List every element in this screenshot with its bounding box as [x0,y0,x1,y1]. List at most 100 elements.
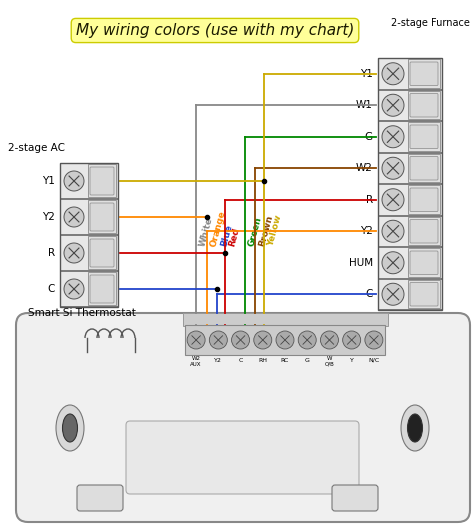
Text: AUX: AUX [191,362,202,367]
Circle shape [320,331,338,349]
Bar [378,184,442,214]
Bar [378,153,442,183]
Bar [88,272,116,305]
FancyBboxPatch shape [77,485,123,511]
Text: Smart Si Thermostat: Smart Si Thermostat [28,308,136,318]
FancyBboxPatch shape [410,93,438,117]
Circle shape [382,126,404,148]
FancyBboxPatch shape [16,313,470,522]
Ellipse shape [401,405,429,451]
Circle shape [365,331,383,349]
Bar [378,247,442,278]
Text: Y: Y [350,358,354,363]
Circle shape [232,331,249,349]
Ellipse shape [56,405,84,451]
Bar [60,199,118,234]
FancyBboxPatch shape [332,485,378,511]
Circle shape [382,252,404,274]
FancyBboxPatch shape [90,167,114,195]
Text: W1: W1 [356,100,373,110]
Text: My wiring colors (use with my chart): My wiring colors (use with my chart) [76,23,354,38]
Text: Y2: Y2 [360,227,373,236]
Circle shape [187,331,205,349]
Circle shape [64,279,84,299]
Text: C: C [238,358,243,363]
Circle shape [64,171,84,191]
Bar [60,235,118,270]
Circle shape [382,220,404,242]
FancyBboxPatch shape [90,275,114,303]
Text: Orange: Orange [209,210,228,248]
Text: Y1: Y1 [360,69,373,79]
Circle shape [382,95,404,116]
Bar [408,90,440,119]
Text: R: R [48,248,55,258]
Text: RH: RH [258,358,267,363]
Circle shape [343,331,361,349]
Text: N/C: N/C [368,358,380,363]
Bar [60,163,118,307]
FancyBboxPatch shape [90,203,114,231]
Circle shape [210,331,228,349]
Text: C: C [47,284,55,294]
Text: RC: RC [281,358,289,363]
Circle shape [298,331,316,349]
Text: Y1: Y1 [42,176,55,186]
FancyBboxPatch shape [410,251,438,275]
Circle shape [382,63,404,85]
FancyBboxPatch shape [410,188,438,212]
FancyBboxPatch shape [410,156,438,180]
Circle shape [382,188,404,211]
Bar [408,279,440,308]
FancyBboxPatch shape [410,220,438,243]
FancyBboxPatch shape [126,421,359,494]
FancyBboxPatch shape [410,125,438,148]
Bar [378,215,442,246]
Text: R: R [366,195,373,205]
Bar [378,90,442,120]
Circle shape [382,157,404,179]
Bar [60,163,118,198]
Circle shape [64,243,84,263]
Bar [408,248,440,277]
Bar [185,325,385,355]
Bar [378,58,442,310]
Bar [408,154,440,182]
Text: Brown: Brown [257,214,274,248]
Text: Y2: Y2 [214,358,222,363]
Text: W2: W2 [191,356,201,361]
Text: G: G [365,132,373,142]
Bar [88,200,116,233]
Bar [408,216,440,245]
Ellipse shape [408,414,422,442]
Circle shape [254,331,272,349]
Bar [408,59,440,88]
Bar [60,271,118,306]
Text: G: G [305,358,310,363]
Text: O/B: O/B [325,362,334,367]
FancyBboxPatch shape [90,239,114,267]
Text: C: C [365,289,373,299]
Text: Yellow: Yellow [266,214,283,248]
Text: HUM: HUM [349,258,373,268]
Bar [378,121,442,152]
Text: Blue: Blue [219,224,234,248]
Circle shape [382,283,404,305]
Bar [408,122,440,150]
Text: Green: Green [247,216,264,248]
Bar [88,236,116,269]
Bar [88,164,116,197]
Bar [183,313,388,326]
Circle shape [276,331,294,349]
Text: 2-stage AC: 2-stage AC [8,143,65,153]
Text: Red: Red [227,227,241,248]
Text: Y2: Y2 [42,212,55,222]
Text: 2-stage Furnace: 2-stage Furnace [391,18,470,28]
Text: W2: W2 [356,163,373,173]
Bar [408,185,440,213]
FancyBboxPatch shape [410,282,438,306]
Text: White: White [198,216,214,248]
Text: W: W [327,356,332,361]
Bar [378,278,442,309]
Ellipse shape [63,414,78,442]
